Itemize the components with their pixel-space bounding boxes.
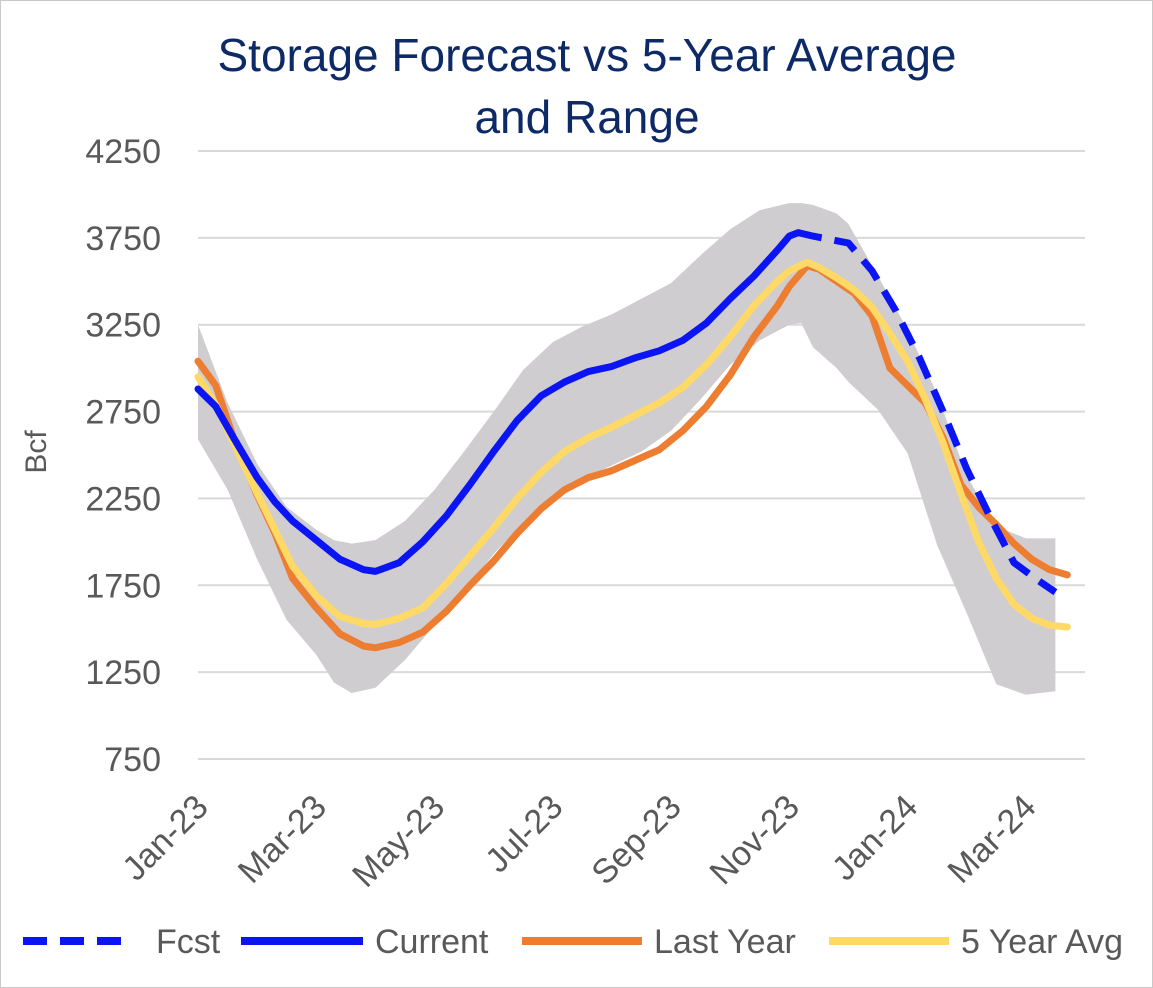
x-tick-label: Jul-23 [478,788,570,880]
chart-title: Storage Forecast vs 5-Year Average and R… [218,29,957,143]
y-tick-label: 750 [104,741,161,779]
five-year-range [198,203,1056,695]
x-axis-ticks: Jan-23 Mar-23 May-23 Jul-23 Sep-23 Nov-23 Jan-… [115,788,1043,895]
chart-title-line-2: and Range [474,91,699,143]
y-tick-label: 3750 [85,220,161,258]
y-tick-label: 3250 [85,307,161,345]
y-tick-label: 4250 [85,133,161,171]
range-band [198,203,1056,695]
y-axis-ticks: 4250 3750 3250 2750 2250 1750 1250 750 [85,133,161,779]
x-tick-label: Mar-24 [941,788,1044,891]
chart-title-line-1: Storage Forecast vs 5-Year Average [218,29,957,81]
legend-label: Last Year [654,923,796,961]
series-lines [194,229,1071,652]
legend: Fcst Current Last Year 5 Year Avg [23,923,1123,961]
y-tick-label: 1750 [85,567,161,605]
y-tick-label: 2250 [85,480,161,518]
y-axis-title: Bcf [20,430,53,474]
x-tick-label: May-23 [345,788,452,895]
series-line-current [194,229,802,575]
legend-label: Fcst [156,923,221,961]
y-tick-label: 1250 [85,654,161,692]
x-tick-label: Sep-23 [584,788,688,892]
x-tick-label: Jan-24 [825,788,925,888]
series-line-5-year-avg [194,258,1071,631]
legend-label: 5 Year Avg [961,923,1123,961]
legend-label: Current [375,923,489,961]
x-tick-label: Nov-23 [703,788,807,892]
x-tick-label: Jan-23 [115,788,215,888]
x-tick-label: Mar-23 [231,788,334,891]
series-line-fcst [797,229,1058,596]
y-tick-label: 2750 [85,394,161,432]
